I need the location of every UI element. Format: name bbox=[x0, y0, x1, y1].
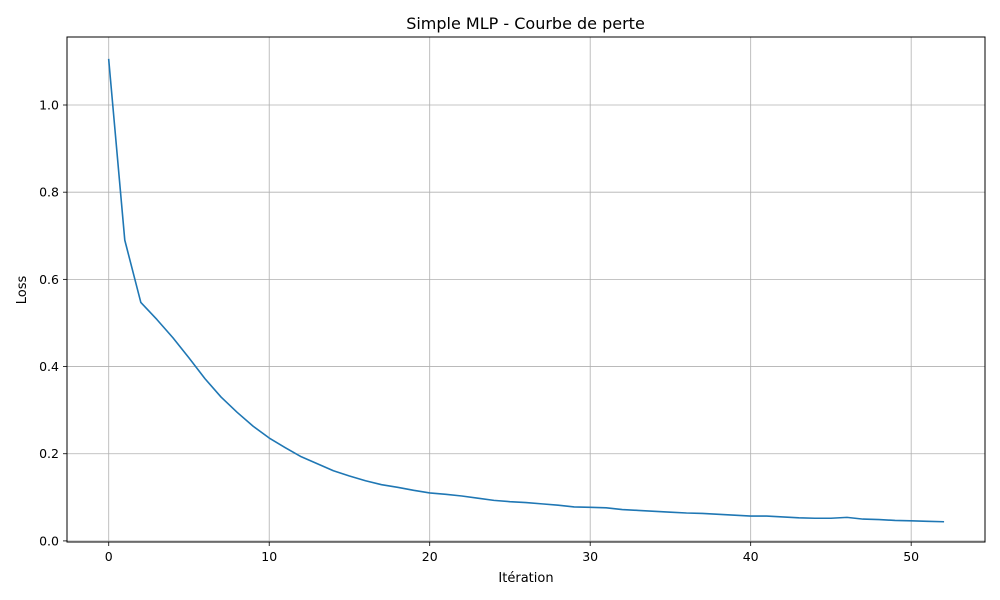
x-tick-label: 40 bbox=[743, 549, 759, 564]
x-tick-label: 20 bbox=[422, 549, 438, 564]
y-tick-label: 0.8 bbox=[39, 185, 59, 200]
y-tick-label: 0.0 bbox=[39, 533, 59, 548]
y-tick-label: 0.6 bbox=[39, 272, 59, 287]
x-tick-label: 10 bbox=[261, 549, 277, 564]
x-tick-label: 50 bbox=[903, 549, 919, 564]
y-tick-label: 1.0 bbox=[39, 98, 59, 113]
x-tick-label: 30 bbox=[582, 549, 598, 564]
series-layer bbox=[107, 58, 945, 523]
loss-series-line bbox=[107, 58, 945, 523]
ticks: 0 10 20 30 40 50 0.0 0.2 0.4 0.6 0.8 1.0 bbox=[39, 98, 919, 564]
grid-lines bbox=[67, 37, 985, 542]
x-tick-label: 0 bbox=[105, 549, 113, 564]
x-axis-label: Itération bbox=[498, 571, 553, 586]
y-axis-label: Loss bbox=[15, 276, 30, 305]
y-tick-label: 0.2 bbox=[39, 446, 59, 461]
y-tick-label: 0.4 bbox=[39, 359, 59, 374]
chart-title: Simple MLP - Courbe de perte bbox=[406, 14, 645, 33]
plot-frame bbox=[66, 36, 986, 543]
